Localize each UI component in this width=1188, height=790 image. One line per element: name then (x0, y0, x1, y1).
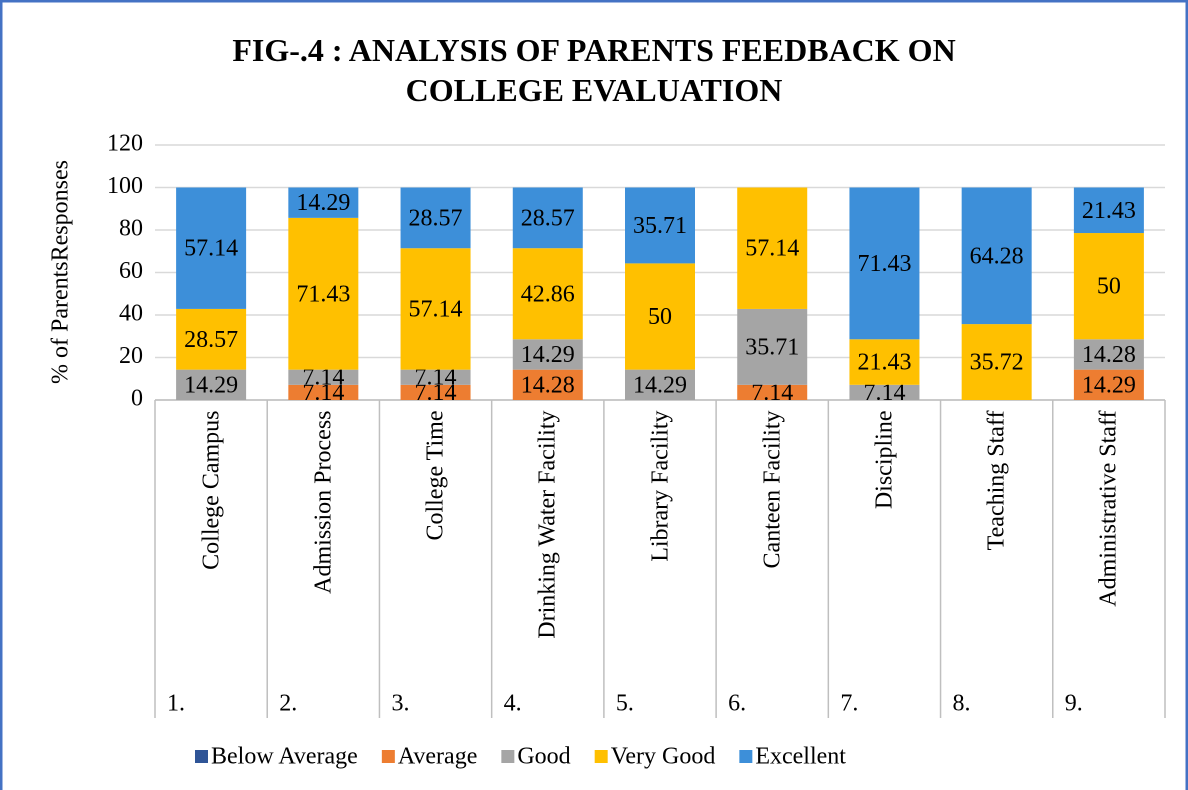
bar-segment (400, 248, 471, 370)
bar-segment (625, 187, 695, 264)
bar-segment (849, 339, 920, 385)
legend-swatch (739, 750, 753, 763)
x-tick-label: Teaching Staff (983, 410, 1010, 550)
data-label: 28.57 (409, 205, 463, 231)
bar-segment (512, 369, 583, 400)
category-number: 9. (1065, 691, 1083, 717)
data-label: 14.29 (184, 372, 238, 398)
data-label: 28.57 (184, 327, 238, 353)
data-label: 57.14 (409, 296, 463, 322)
y-tick-label: 20 (119, 343, 143, 369)
category-number: 3. (391, 691, 409, 717)
y-tick-label: 80 (119, 216, 143, 242)
x-tick-label: College Time (422, 410, 449, 541)
bar-segment (737, 187, 808, 309)
y-tick-label: 100 (107, 173, 143, 199)
data-label: 50 (1097, 274, 1121, 300)
x-tick-label: Admission Process (310, 410, 337, 594)
x-tick-label: Library Facility (647, 410, 673, 562)
data-label: 42.86 (521, 281, 575, 307)
y-tick-label: 120 (107, 131, 143, 157)
bar-segment (176, 369, 247, 400)
bar-segment (400, 384, 471, 400)
x-tick-label: Canteen Facility (759, 410, 786, 568)
data-label: 28.57 (521, 205, 575, 231)
x-tick-label: Administrative Staff (1095, 410, 1122, 607)
data-label: 21.43 (1082, 198, 1136, 224)
data-label: 71.43 (296, 281, 350, 307)
legend-label: Very Good (611, 744, 716, 770)
y-tick-label: 60 (119, 258, 143, 284)
data-label: 35.71 (745, 334, 799, 360)
data-label: 64.28 (970, 243, 1024, 269)
bar-segment (512, 339, 583, 370)
bar-segment (288, 369, 359, 385)
bar-segment (1073, 233, 1144, 340)
data-label: 14.29 (521, 342, 575, 368)
bar-segment (512, 187, 583, 249)
bar-segment (512, 248, 583, 340)
bar-segment (176, 187, 247, 309)
legend-swatch (594, 750, 608, 763)
bar-segment (625, 263, 695, 370)
y-tick-label: 0 (131, 386, 143, 412)
data-label: 71.43 (857, 251, 911, 277)
bar-segment (625, 369, 695, 400)
category-number: 8. (953, 691, 971, 717)
data-label: 14.29 (1082, 372, 1136, 398)
category-number: 4. (504, 691, 522, 717)
bar-segment (961, 187, 1032, 325)
data-label: 14.28 (1082, 342, 1136, 368)
bar-segment (288, 187, 359, 218)
bar-segment (849, 187, 920, 340)
bar-segment (1073, 339, 1144, 370)
bar-segment (1073, 187, 1144, 234)
category-number: 1. (167, 691, 185, 717)
data-label: 14.28 (521, 372, 575, 398)
x-tick-label: Drinking Water Facility (534, 410, 561, 639)
legend-label: Good (517, 744, 570, 770)
chart-title: FIG-.4 : ANALYSIS OF PARENTS FEEDBACK ON… (232, 32, 956, 108)
bar-segment (1073, 369, 1144, 400)
data-label: 14.29 (633, 372, 687, 398)
legend-label: Below Average (211, 744, 358, 770)
bar-segment (961, 324, 1032, 400)
legend-swatch (195, 750, 208, 763)
category-number: 5. (616, 691, 634, 717)
x-tick-label: Discipline (871, 410, 898, 509)
bar-segment (288, 217, 359, 370)
data-label: 57.14 (184, 236, 238, 262)
legend-label: Average (398, 744, 478, 770)
data-label: 57.14 (745, 236, 799, 262)
legend-label: Excellent (755, 744, 846, 770)
category-number: 2. (279, 691, 297, 717)
data-label: 50 (648, 304, 672, 330)
bar-segment (400, 369, 471, 385)
y-axis-label: % of ParentsResponses (48, 160, 74, 384)
bar-segment (849, 384, 920, 400)
legend-swatch (381, 750, 395, 763)
bar-segment (176, 308, 247, 370)
bar-segment (737, 384, 808, 400)
legend-swatch (501, 750, 515, 763)
data-label: 21.43 (857, 350, 911, 376)
category-number: 6. (728, 691, 746, 717)
data-label: 35.71 (633, 213, 687, 239)
x-tick-label: College Campus (198, 410, 225, 570)
bar-segment (400, 187, 471, 249)
y-tick-label: 40 (119, 301, 143, 327)
category-number: 7. (840, 691, 858, 717)
bar-segment (288, 384, 359, 400)
bar-segment (737, 308, 808, 385)
data-label: 35.72 (970, 350, 1024, 376)
data-label: 14.29 (296, 190, 350, 216)
